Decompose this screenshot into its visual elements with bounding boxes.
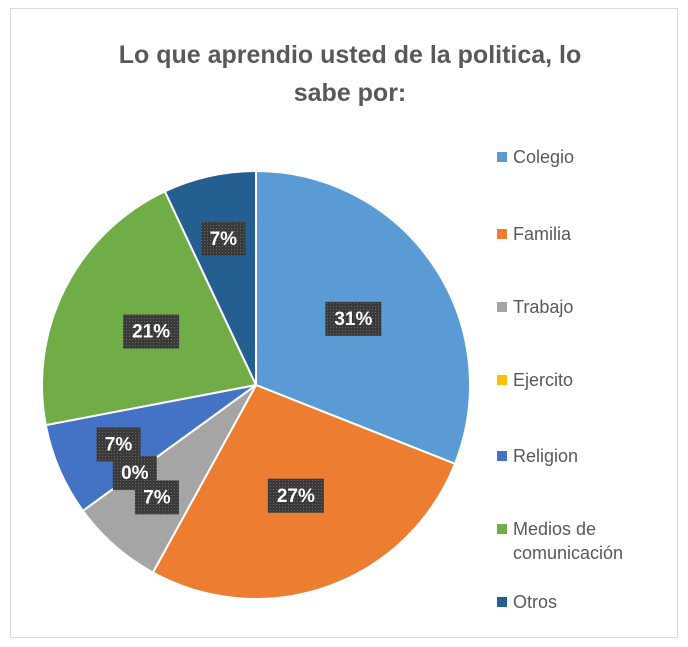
pie-slice (41, 190, 258, 427)
data-label-box (201, 221, 246, 256)
legend-label: Ejercito (513, 370, 574, 390)
data-label: 31% (334, 309, 372, 330)
legend-item: Ejercito (497, 368, 672, 392)
legend-item: Otros (497, 590, 672, 614)
legend-item: Trabajo (497, 295, 672, 319)
data-label: 7% (105, 435, 133, 456)
legend-swatch (497, 451, 507, 461)
chart-title: Lo que aprendio usted de la politica, lo… (118, 41, 582, 107)
data-label-box (267, 478, 324, 513)
legend-swatch (497, 229, 507, 239)
chart-frame (10, 8, 678, 638)
legend-swatch (497, 597, 507, 607)
data-label: 0% (121, 463, 149, 484)
legend-swatch (497, 524, 507, 534)
legend-label: Familia (513, 224, 572, 244)
data-label-box (123, 314, 180, 349)
legend-swatch (497, 302, 507, 312)
legend-item: Colegio (497, 145, 672, 169)
legend-item: Religion (497, 444, 672, 468)
legend-label: Medios de comunicación (513, 519, 624, 563)
data-label: 27% (277, 486, 315, 507)
data-label-box (325, 301, 382, 336)
legend-swatch (497, 152, 507, 162)
legend-item: Medios de comunicación (497, 517, 672, 565)
data-label-box (112, 456, 157, 491)
legend-label: Trabajo (513, 297, 574, 317)
data-label-box (96, 427, 141, 462)
data-label: 21% (132, 322, 170, 343)
legend-label: Otros (513, 592, 558, 612)
legend-item: Familia (497, 222, 672, 246)
legend-label: Colegio (513, 147, 575, 167)
legend-label: Religion (513, 446, 579, 466)
data-label: 7% (210, 229, 238, 250)
legend-swatch (497, 375, 507, 385)
data-label: 7% (143, 487, 171, 508)
